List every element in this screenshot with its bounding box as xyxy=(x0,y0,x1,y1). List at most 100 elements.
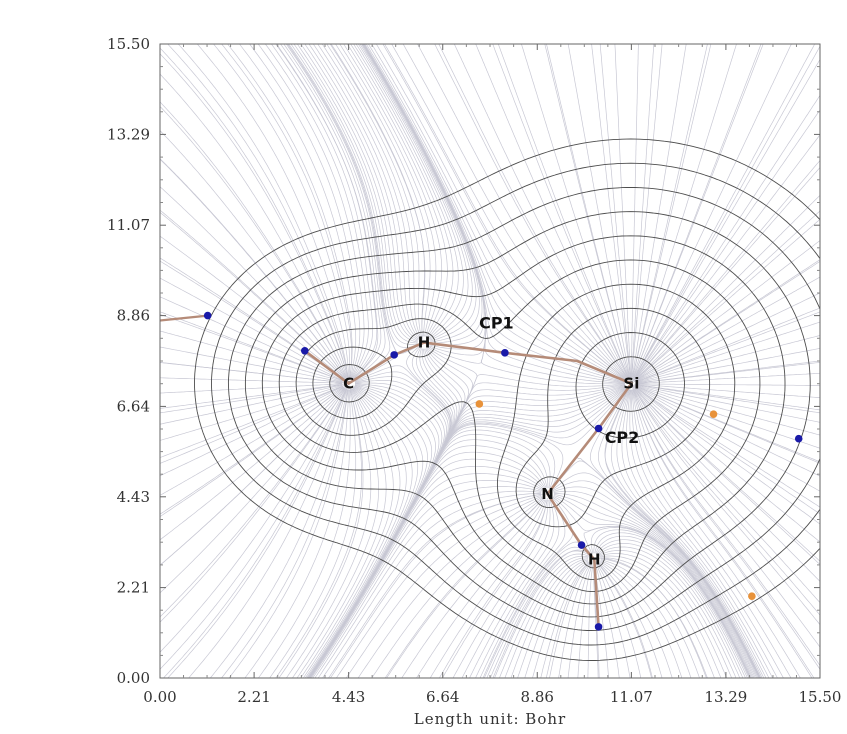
gradient-line xyxy=(160,130,347,379)
gradient-line xyxy=(160,385,343,441)
gradient-line xyxy=(604,386,761,678)
gradient-line xyxy=(402,44,628,380)
gradient-line xyxy=(598,546,737,678)
atom-labels: C H Si N H CP1 CP2 xyxy=(343,313,639,568)
gradient-line xyxy=(631,389,784,678)
gradient-line xyxy=(382,44,627,380)
gradient-line xyxy=(632,386,820,616)
gradient-line xyxy=(249,44,361,378)
x-tick-label: 0.00 xyxy=(143,688,176,706)
gradient-line xyxy=(483,541,592,678)
gradient-line xyxy=(300,44,418,342)
gradient-line xyxy=(300,388,394,678)
gradient-line xyxy=(637,307,820,382)
gradient-line xyxy=(553,495,753,678)
gradient-line xyxy=(631,389,792,678)
gradient-line xyxy=(329,493,544,678)
gradient-line xyxy=(637,383,820,399)
bond-critical-point xyxy=(390,351,398,359)
gradient-line xyxy=(160,383,343,394)
gradient-line xyxy=(634,45,820,379)
gradient-line xyxy=(160,384,347,515)
gradient-line xyxy=(221,387,349,678)
y-tick-label: 8.86 xyxy=(117,307,150,325)
x-tick-label: 8.86 xyxy=(521,688,554,706)
gradient-line xyxy=(438,497,548,678)
gradient-line xyxy=(499,555,589,678)
gradient-line xyxy=(317,490,542,678)
bond-path xyxy=(546,492,600,629)
gradient-line xyxy=(160,384,343,425)
gradient-line xyxy=(213,44,350,378)
gradient-line xyxy=(633,389,820,670)
gradient-line xyxy=(293,44,418,344)
gradient-line xyxy=(357,496,543,678)
gradient-line xyxy=(278,389,364,678)
gradient-line xyxy=(438,44,630,381)
bond-path xyxy=(303,349,350,385)
gradient-line xyxy=(634,383,820,414)
gradient-line xyxy=(632,44,712,378)
gradient-line xyxy=(167,387,348,678)
axis-ticks: 0.000.00 2.21 2.21 4.43 4.43 6.64 6.64 8.86 8.86… xyxy=(107,35,841,706)
gradient-line xyxy=(160,235,345,380)
gradient-line xyxy=(360,44,477,342)
external-bond-path xyxy=(160,314,208,322)
bond-critical-point xyxy=(501,349,509,357)
gradient-line xyxy=(312,44,420,339)
bond-critical-point xyxy=(794,434,803,443)
x-tick-label: 15.50 xyxy=(799,688,842,706)
gradient-line xyxy=(532,561,589,678)
gradient-line xyxy=(632,389,813,678)
gradient-line xyxy=(160,386,348,618)
gradient-line xyxy=(633,384,820,515)
critical-point-annotation: CP2 xyxy=(605,428,640,447)
gradient-line xyxy=(540,562,590,678)
gradient-line xyxy=(160,105,348,381)
gradient-line xyxy=(160,47,348,378)
gradient-line xyxy=(553,490,756,678)
gradient-line xyxy=(492,549,592,678)
x-tick-label: 2.21 xyxy=(237,688,270,706)
bond-critical-point xyxy=(594,424,603,433)
atom-label: Si xyxy=(623,374,639,392)
gradient-line xyxy=(391,44,627,380)
gradient-line xyxy=(632,389,801,678)
gradient-line xyxy=(637,383,820,386)
gradient-line xyxy=(244,389,349,678)
gradient-line xyxy=(362,44,626,385)
gradient-line xyxy=(401,498,545,678)
gradient-line xyxy=(492,44,631,382)
gradient-line xyxy=(635,194,820,380)
gradient-line xyxy=(517,559,589,678)
gradient-line xyxy=(634,388,820,626)
gradient-line xyxy=(271,44,373,379)
gradient-line xyxy=(599,562,673,678)
gradient-line xyxy=(304,44,419,341)
gradient-line xyxy=(275,386,362,678)
gradient-line xyxy=(285,389,372,678)
gradient-line xyxy=(616,389,765,678)
gradient-line xyxy=(160,385,343,458)
gradient-line xyxy=(626,389,770,678)
bond-critical-point xyxy=(594,623,603,631)
gradient-line xyxy=(634,388,820,604)
gradient-line xyxy=(160,158,347,381)
gradient-line xyxy=(335,44,431,337)
y-tick-label: 13.29 xyxy=(107,125,150,143)
gradient-line xyxy=(633,388,820,648)
bond-critical-point xyxy=(203,311,212,320)
gradient-line xyxy=(632,44,816,381)
x-tick-label: 6.64 xyxy=(426,688,459,706)
gradient-line xyxy=(637,385,820,449)
gradient-line xyxy=(567,564,592,678)
gradient-line xyxy=(453,44,629,379)
x-axis-title: Length unit: Bohr xyxy=(414,710,566,728)
gradient-line xyxy=(583,526,751,678)
gradient-line xyxy=(597,543,741,678)
gradient-line xyxy=(417,44,628,380)
gradient-line xyxy=(307,386,419,678)
gradient-line xyxy=(162,389,347,678)
gradient-line xyxy=(296,44,418,343)
gradient-line xyxy=(368,44,626,382)
